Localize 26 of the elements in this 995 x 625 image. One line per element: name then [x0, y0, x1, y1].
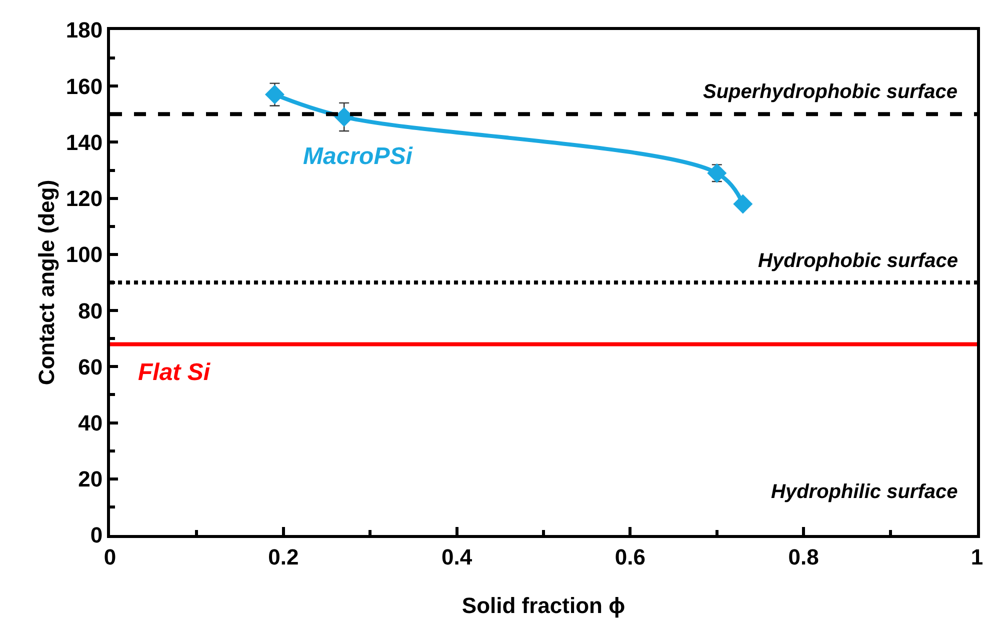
y-tick-label: 40: [78, 410, 103, 436]
ref-line-label: Superhydrophobic surface: [703, 81, 958, 103]
series-label: MacroPSi: [303, 143, 414, 170]
ref-line-label: Flat Si: [138, 359, 212, 386]
point: [733, 194, 753, 214]
x-tick-label: 1: [970, 544, 984, 570]
point: [707, 163, 727, 183]
y-tick-label: 80: [78, 298, 103, 324]
y-tick-label: 20: [78, 466, 103, 492]
y-tick-label: 160: [66, 74, 103, 99]
x-tick-label: 0.8: [788, 544, 819, 570]
x-tick-label: 0.6: [614, 544, 646, 570]
y-tick-label: 60: [78, 354, 103, 380]
x-tick-label: 0.2: [268, 544, 299, 570]
y-tick-label: 140: [66, 130, 103, 155]
annotation: Hydrophilic surface: [771, 481, 958, 503]
y-axis-title: Contact angle (deg): [34, 180, 59, 386]
point: [264, 84, 284, 104]
y-tick-label: 120: [66, 186, 103, 212]
point: [334, 107, 354, 127]
y-tick-label: 180: [66, 18, 103, 43]
x-axis-title: Solid fraction ϕ: [462, 593, 626, 618]
y-tick-label: 100: [66, 242, 103, 268]
ref-line-label: Hydrophobic surface: [758, 250, 958, 272]
x-tick-label: 0.4: [442, 544, 473, 570]
y-tick-label: 0: [90, 522, 103, 548]
